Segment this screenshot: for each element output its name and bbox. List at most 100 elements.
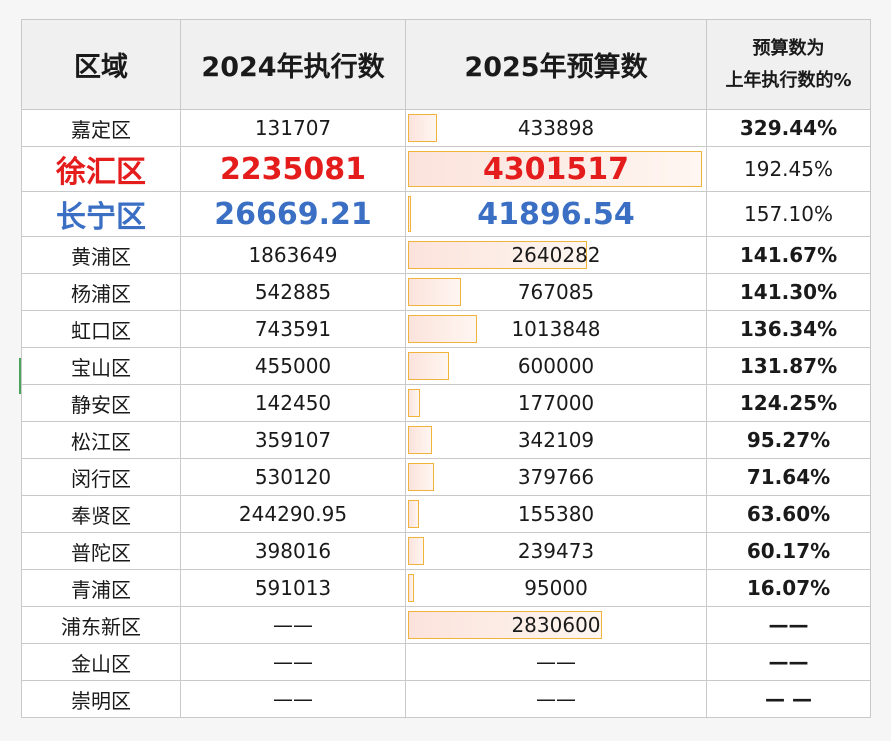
region-cell: 普陀区	[21, 532, 181, 570]
budget-2025-value: 433898	[517, 116, 595, 140]
data-bar	[408, 463, 434, 491]
region-cell: 崇明区	[21, 680, 181, 718]
percent-cell: 157.10%	[706, 191, 871, 237]
header-2024-actual: 2024年执行数	[180, 19, 406, 110]
table-row: 虹口区 743591 1013848 136.34%	[21, 310, 871, 348]
percent-cell: ——	[706, 606, 871, 644]
header-2025-budget: 2025年预算数	[405, 19, 707, 110]
percent-cell: 131.87%	[706, 347, 871, 385]
header-row: 区域 2024年执行数 2025年预算数 预算数为 上年执行数的%	[21, 19, 871, 110]
actual-2024-cell: 455000	[180, 347, 406, 385]
budget-2025-value: 95000	[524, 576, 588, 600]
percent-cell: 136.34%	[706, 310, 871, 348]
region-cell: 嘉定区	[21, 109, 181, 147]
table-body: 嘉定区 131707 433898 329.44% 徐汇区 2235081 4301517 1…	[21, 109, 871, 718]
budget-2025-cell: 433898	[405, 109, 707, 147]
budget-2025-value: 4301517	[482, 151, 630, 187]
data-bar	[408, 500, 419, 528]
percent-cell: ——	[706, 643, 871, 681]
budget-2025-value: 155380	[517, 502, 595, 526]
budget-2025-cell: 177000	[405, 384, 707, 422]
data-bar	[408, 352, 449, 380]
header-percent-line2: 上年执行数的%	[725, 69, 852, 91]
percent-cell: 95.27%	[706, 421, 871, 459]
header-region: 区域	[21, 19, 181, 110]
data-bar	[408, 574, 414, 602]
data-bar	[408, 196, 411, 232]
table-row: 黄浦区 1863649 2640282 141.67%	[21, 236, 871, 274]
budget-2025-value: 2830600	[511, 613, 601, 637]
header-percent: 预算数为 上年执行数的%	[706, 19, 871, 110]
table-row: 崇明区 —— —— — —	[21, 680, 871, 718]
actual-2024-cell: 743591	[180, 310, 406, 348]
region-cell: 金山区	[21, 643, 181, 681]
actual-2024-cell: 2235081	[180, 146, 406, 192]
budget-2025-value: 342109	[517, 428, 595, 452]
table-row: 嘉定区 131707 433898 329.44%	[21, 109, 871, 147]
budget-2025-value: 767085	[517, 280, 595, 304]
data-bar	[408, 315, 477, 343]
budget-2025-value: 600000	[517, 354, 595, 378]
budget-2025-cell: 1013848	[405, 310, 707, 348]
data-bar	[408, 151, 702, 187]
actual-2024-cell: 359107	[180, 421, 406, 459]
budget-2025-cell: 379766	[405, 458, 707, 496]
region-cell: 奉贤区	[21, 495, 181, 533]
actual-2024-cell: 398016	[180, 532, 406, 570]
region-cell: 杨浦区	[21, 273, 181, 311]
percent-cell: — —	[706, 680, 871, 718]
percent-cell: 124.25%	[706, 384, 871, 422]
budget-2025-cell: 2830600	[405, 606, 707, 644]
table-row: 金山区 —— —— ——	[21, 643, 871, 681]
budget-2025-cell: 95000	[405, 569, 707, 607]
budget-2025-cell: 600000	[405, 347, 707, 385]
data-bar	[408, 426, 432, 454]
actual-2024-cell: 591013	[180, 569, 406, 607]
data-bar	[408, 611, 602, 639]
region-cell: 宝山区	[21, 347, 181, 385]
budget-table: 区域 2024年执行数 2025年预算数 预算数为 上年执行数的% 嘉定区 131…	[21, 19, 871, 718]
budget-2025-value: ——	[536, 650, 576, 674]
data-bar	[408, 389, 420, 417]
percent-cell: 141.67%	[706, 236, 871, 274]
budget-2025-value: 2640282	[511, 243, 601, 267]
table-row: 闵行区 530120 379766 71.64%	[21, 458, 871, 496]
region-cell: 青浦区	[21, 569, 181, 607]
budget-2025-cell: 4301517	[405, 146, 707, 192]
budget-2025-value: 1013848	[511, 317, 601, 341]
budget-2025-cell: ——	[405, 680, 707, 718]
region-cell: 徐汇区	[21, 146, 181, 192]
budget-2025-cell: 239473	[405, 532, 707, 570]
budget-2025-cell: 767085	[405, 273, 707, 311]
percent-cell: 16.07%	[706, 569, 871, 607]
actual-2024-cell: 530120	[180, 458, 406, 496]
region-cell: 虹口区	[21, 310, 181, 348]
budget-2025-value: ——	[536, 687, 576, 711]
actual-2024-cell: 244290.95	[180, 495, 406, 533]
budget-2025-value: 177000	[517, 391, 595, 415]
percent-cell: 329.44%	[706, 109, 871, 147]
budget-2025-cell: 2640282	[405, 236, 707, 274]
budget-2025-cell: 155380	[405, 495, 707, 533]
budget-2025-value: 379766	[517, 465, 595, 489]
actual-2024-cell: ——	[180, 606, 406, 644]
table-row: 长宁区 26669.21 41896.54 157.10%	[21, 191, 871, 237]
percent-cell: 63.60%	[706, 495, 871, 533]
region-cell: 黄浦区	[21, 236, 181, 274]
table-row: 普陀区 398016 239473 60.17%	[21, 532, 871, 570]
table-row: 奉贤区 244290.95 155380 63.60%	[21, 495, 871, 533]
region-cell: 松江区	[21, 421, 181, 459]
table-row: 静安区 142450 177000 124.25%	[21, 384, 871, 422]
budget-2025-cell: 41896.54	[405, 191, 707, 237]
region-cell: 闵行区	[21, 458, 181, 496]
actual-2024-cell: 1863649	[180, 236, 406, 274]
table-row: 宝山区 455000 600000 131.87%	[21, 347, 871, 385]
actual-2024-cell: 542885	[180, 273, 406, 311]
table-row: 杨浦区 542885 767085 141.30%	[21, 273, 871, 311]
region-cell: 静安区	[21, 384, 181, 422]
region-cell: 长宁区	[21, 191, 181, 237]
table-row: 徐汇区 2235081 4301517 192.45%	[21, 146, 871, 192]
budget-2025-cell: ——	[405, 643, 707, 681]
budget-2025-value: 239473	[517, 539, 595, 563]
